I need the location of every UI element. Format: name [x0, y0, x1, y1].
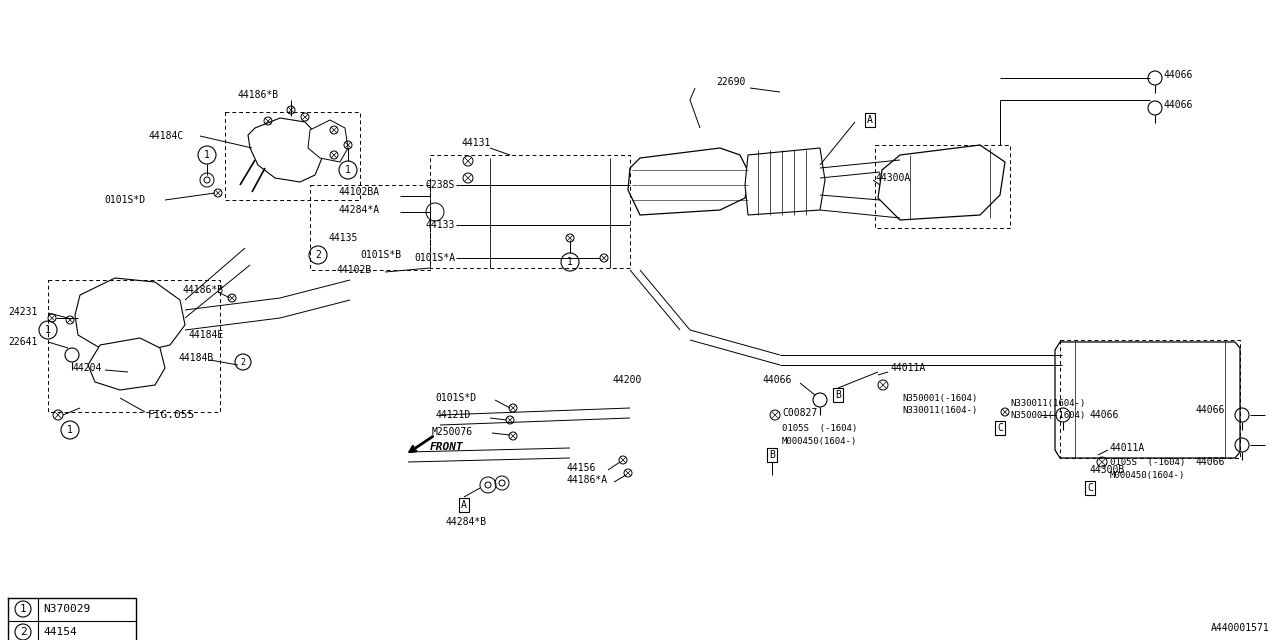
- Text: M000450(1604-): M000450(1604-): [782, 436, 858, 445]
- Text: 22641: 22641: [8, 337, 37, 347]
- Text: 44135: 44135: [328, 233, 357, 243]
- Text: 44066: 44066: [1164, 70, 1193, 80]
- Text: 44066: 44066: [762, 375, 791, 385]
- Text: 44200: 44200: [612, 375, 641, 385]
- Text: 44186*B: 44186*B: [182, 285, 223, 295]
- Text: 2: 2: [241, 358, 246, 367]
- Polygon shape: [308, 120, 348, 162]
- Text: 44011A: 44011A: [890, 363, 925, 373]
- Text: FIG.055: FIG.055: [148, 410, 196, 420]
- Text: 44300A: 44300A: [876, 173, 910, 183]
- Text: C: C: [997, 423, 1004, 433]
- Text: M250076: M250076: [433, 427, 474, 437]
- Text: 0101S*A: 0101S*A: [413, 253, 454, 263]
- Polygon shape: [88, 338, 165, 390]
- Text: 44154: 44154: [44, 627, 77, 637]
- Text: N330011(1604-): N330011(1604-): [1010, 399, 1085, 408]
- Text: 44066: 44066: [1196, 457, 1225, 467]
- Text: 44284*B: 44284*B: [445, 517, 486, 527]
- Text: 0101S*B: 0101S*B: [360, 250, 401, 260]
- Text: 44121D: 44121D: [435, 410, 470, 420]
- Text: 2: 2: [19, 627, 27, 637]
- Text: 44284*A: 44284*A: [338, 205, 379, 215]
- Text: FRONT: FRONT: [430, 442, 463, 452]
- Text: 44184C: 44184C: [148, 131, 183, 141]
- Polygon shape: [745, 148, 826, 215]
- Text: 0105S  (-1604): 0105S (-1604): [1110, 458, 1185, 467]
- Text: 0238S: 0238S: [426, 180, 454, 190]
- Text: C: C: [1087, 483, 1093, 493]
- Text: 44102BA: 44102BA: [338, 187, 379, 197]
- Text: 1: 1: [45, 325, 51, 335]
- Text: 44204: 44204: [72, 363, 101, 373]
- Text: 2: 2: [315, 250, 321, 260]
- Text: A: A: [867, 115, 873, 125]
- Text: N350001(-1604): N350001(-1604): [902, 394, 977, 403]
- Text: B: B: [835, 390, 841, 400]
- Text: B: B: [769, 450, 774, 460]
- Polygon shape: [878, 145, 1005, 220]
- Text: 44300B: 44300B: [1091, 465, 1125, 475]
- Polygon shape: [628, 148, 750, 215]
- Text: 44186*A: 44186*A: [566, 475, 607, 485]
- Text: 44011A: 44011A: [1110, 443, 1146, 453]
- Text: 1: 1: [567, 257, 573, 267]
- Text: 44066: 44066: [1091, 410, 1120, 420]
- Text: 1: 1: [19, 604, 27, 614]
- Text: 44131: 44131: [461, 138, 490, 148]
- Text: N370029: N370029: [44, 604, 91, 614]
- Text: A: A: [461, 500, 467, 510]
- Polygon shape: [248, 118, 323, 182]
- Text: 0101S*D: 0101S*D: [104, 195, 145, 205]
- Text: 44156: 44156: [566, 463, 595, 473]
- Text: 44066: 44066: [1164, 100, 1193, 110]
- Text: 44184B: 44184B: [178, 353, 214, 363]
- Text: 1: 1: [346, 165, 351, 175]
- Text: 0101S*D: 0101S*D: [435, 393, 476, 403]
- Text: 1: 1: [204, 150, 210, 160]
- Text: C00827: C00827: [782, 408, 817, 418]
- Polygon shape: [1055, 342, 1240, 458]
- Text: 1: 1: [67, 425, 73, 435]
- Text: A440001571: A440001571: [1211, 623, 1270, 633]
- Text: 0105S  (-1604): 0105S (-1604): [782, 424, 858, 433]
- Text: 44133: 44133: [426, 220, 454, 230]
- Text: 24231: 24231: [8, 307, 37, 317]
- Text: 44102B: 44102B: [337, 265, 371, 275]
- Text: N350001(-1604): N350001(-1604): [1010, 410, 1085, 419]
- Text: 44066: 44066: [1196, 405, 1225, 415]
- Text: 44184E: 44184E: [188, 330, 223, 340]
- Text: 22690: 22690: [716, 77, 745, 87]
- Text: 44186*B: 44186*B: [237, 90, 279, 100]
- Text: M000450(1604-): M000450(1604-): [1110, 470, 1185, 479]
- Text: N330011(1604-): N330011(1604-): [902, 406, 977, 415]
- Polygon shape: [76, 278, 186, 352]
